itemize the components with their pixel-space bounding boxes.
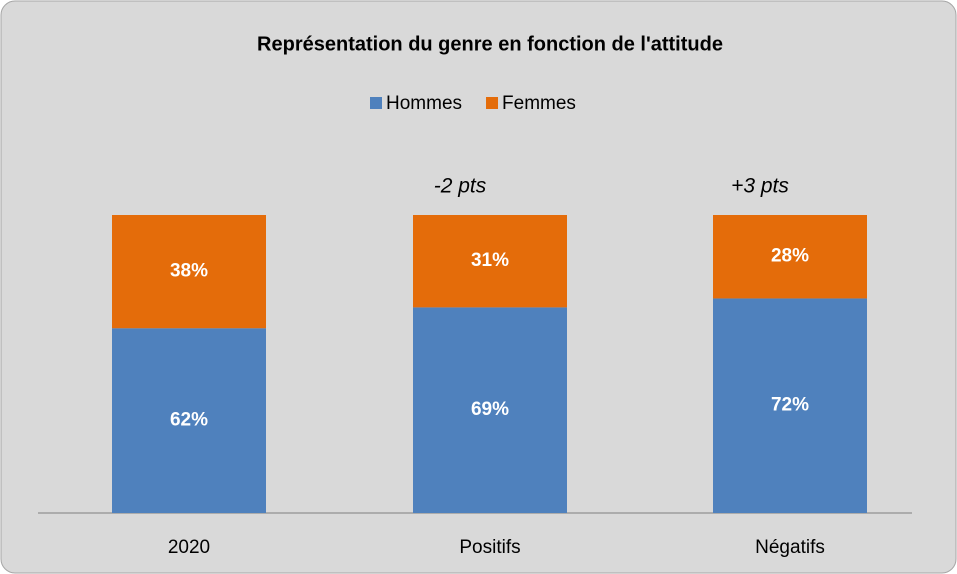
value-label: 69% (471, 399, 509, 420)
bar-segment (713, 298, 867, 513)
x-tick-label: Positifs (459, 537, 520, 558)
bar-segment (112, 215, 266, 329)
x-tick-label: 2020 (168, 537, 210, 558)
value-label: 72% (771, 395, 809, 416)
bar-segment (413, 307, 567, 513)
annotation: +3 pts (731, 175, 789, 198)
legend-label: Femmes (502, 93, 576, 114)
x-tick-label: Négatifs (755, 537, 825, 558)
chart-title: Représentation du genre en fonction de l… (257, 33, 723, 55)
value-label: 28% (771, 246, 809, 267)
legend-label: Hommes (386, 93, 462, 114)
value-label: 62% (170, 410, 208, 431)
value-label: 38% (170, 261, 208, 282)
value-label: 31% (471, 250, 509, 271)
legend-swatch (486, 97, 499, 109)
annotation: -2 pts (434, 175, 487, 198)
legend-swatch (370, 97, 382, 109)
bar-segment (413, 215, 567, 308)
bar-segment (112, 328, 266, 513)
bar-segment (713, 215, 867, 299)
